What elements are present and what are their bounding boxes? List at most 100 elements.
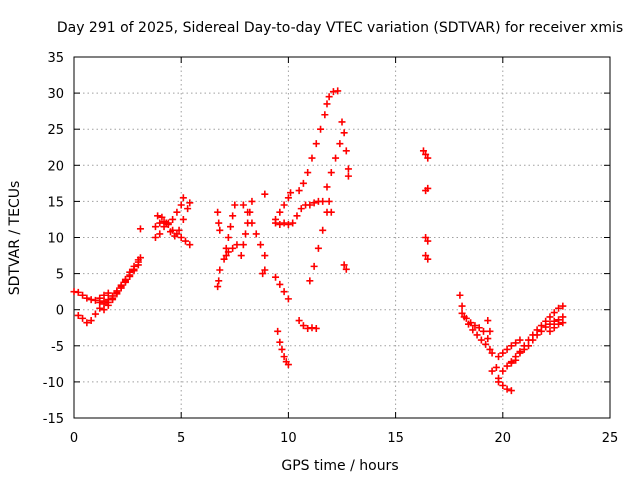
y-tick-label: 35 [47,51,64,66]
data-point [280,353,288,361]
data-point [473,331,481,339]
series-arc-30 [419,147,432,162]
data-point [340,129,348,137]
data-point [503,385,511,393]
data-point [295,187,303,195]
x-tick-labels: 0 5 10 15 20 25 [70,431,618,446]
data-point [91,296,99,304]
data-point [424,237,432,245]
data-point [181,237,189,245]
chart-title: Day 291 of 2025, Sidereal Day-to-day VTE… [57,20,623,36]
data-point [276,221,284,229]
data-point [248,197,256,205]
data-point [480,327,488,335]
data-point [512,339,520,347]
data-point [222,252,230,260]
data-point [319,226,327,234]
data-point [156,219,164,227]
data-point [233,241,241,249]
data-point [261,252,269,260]
data-point [227,223,235,231]
data-point [284,194,292,202]
data-point [529,336,537,344]
data-point [166,228,174,236]
data-point [100,297,108,305]
series-arc-31 [422,184,432,195]
data-point [516,336,524,344]
data-point [312,140,320,148]
data-point [74,288,82,296]
data-point [87,317,95,325]
data-point [220,255,228,263]
data-point [284,361,292,369]
data-point [482,340,490,348]
data-point [276,280,284,288]
series-arc-23 [289,197,327,227]
data-point [244,208,252,216]
data-point [79,291,87,299]
series-arc-35 [458,309,492,343]
data-point [503,362,511,370]
data-point [546,327,554,335]
y-tick-labels: -15 -10 -5 0 5 10 15 20 25 30 35 [43,51,64,427]
axis-ticks [73,56,611,419]
y-tick-label: 25 [47,123,64,138]
x-tick-label: 15 [387,431,404,446]
data-point [215,219,223,227]
data-point [462,314,470,322]
data-point [177,201,185,209]
data-point [321,111,329,119]
series-arc-17 [272,189,295,223]
data-point [334,87,342,95]
y-tick-label: 30 [47,87,64,102]
series-arc-19 [272,273,292,303]
series-arc-24 [306,208,331,285]
data-point [533,331,541,339]
data-point [559,302,567,310]
data-point [332,154,340,162]
data-point [276,338,284,346]
data-point [499,367,507,375]
series-arc-10 [214,266,224,291]
data-point [512,353,520,361]
data-point [179,215,187,223]
data-points [70,87,567,395]
data-point [488,349,496,357]
data-point [486,345,494,353]
data-point [422,150,430,158]
series-arc-18 [272,219,292,229]
data-point [284,221,292,229]
series-arc-8 [154,199,194,240]
data-point [272,273,280,281]
data-point [469,326,477,334]
data-point [130,262,138,270]
data-point [310,199,318,207]
data-point [289,219,297,227]
data-point [109,292,117,300]
series-arc-40 [495,356,520,382]
y-tick-label: -5 [51,340,64,355]
y-tick-label: 15 [47,195,64,210]
data-point [495,353,503,361]
data-point [344,165,352,173]
data-point [550,309,558,317]
series-arc-13 [237,197,256,260]
data-point [242,230,250,238]
data-point [419,147,427,155]
series-arc-16 [261,190,269,198]
data-point [156,230,164,238]
data-point [542,323,550,331]
series-arc-25 [325,197,335,216]
data-point [310,262,318,270]
data-point [525,342,533,350]
x-tick-label: 10 [280,431,297,446]
series-arc-33 [422,252,432,263]
data-point [546,320,554,328]
data-point [280,219,288,227]
y-tick-label: -15 [43,412,64,427]
data-point [162,219,170,227]
series-arc-12 [222,241,241,260]
data-point [134,256,142,264]
data-point [287,189,295,197]
data-point [113,287,121,295]
